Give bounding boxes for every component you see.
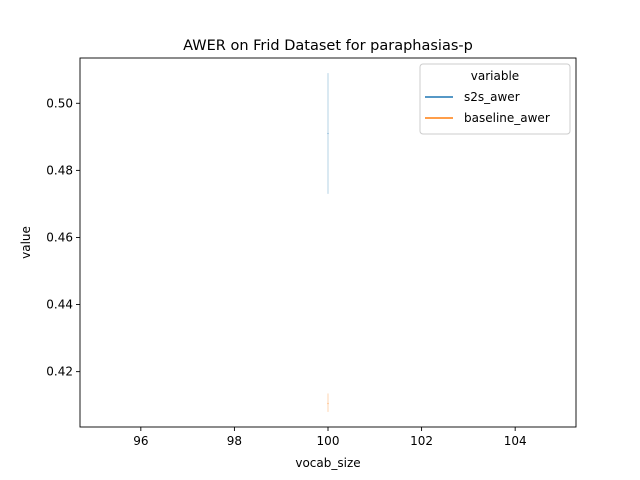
y-axis: 0.42 0.44 0.46 0.48 0.50 <box>46 96 80 379</box>
y-tick-label: 0.42 <box>46 365 73 379</box>
x-tick-label: 98 <box>227 434 242 448</box>
series-layer <box>327 73 329 412</box>
x-axis: 96 98 100 102 104 <box>133 427 527 448</box>
y-tick-label: 0.44 <box>46 298 73 312</box>
chart-title: AWER on Frid Dataset for paraphasias-p <box>183 38 473 54</box>
x-tick-label: 100 <box>317 434 340 448</box>
legend-label-baseline_awer: baseline_awer <box>464 111 550 125</box>
data-point-baseline_awer <box>327 402 329 405</box>
legend-label-s2s_awer: s2s_awer <box>464 90 520 104</box>
legend: variable s2s_awer baseline_awer <box>419 63 571 135</box>
y-axis-label: value <box>19 226 33 259</box>
y-tick-label: 0.48 <box>46 163 73 177</box>
legend-title: variable <box>471 69 519 83</box>
x-tick-label: 96 <box>133 434 148 448</box>
data-point-s2s_awer <box>327 132 329 135</box>
x-axis-label: vocab_size <box>295 456 360 470</box>
y-tick-label: 0.50 <box>46 96 73 110</box>
x-tick-label: 102 <box>410 434 433 448</box>
y-tick-label: 0.46 <box>46 230 73 244</box>
x-tick-label: 104 <box>504 434 527 448</box>
legend-frame <box>419 63 571 135</box>
